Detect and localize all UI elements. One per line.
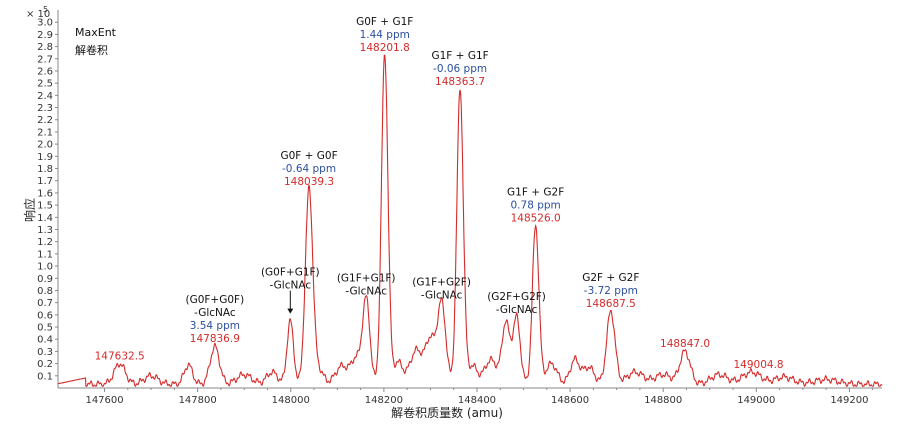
y-tick-label: 0.5 bbox=[37, 323, 53, 334]
peak-mass-label: 148201.8 bbox=[360, 42, 410, 54]
y-tick-label: 1.2 bbox=[37, 237, 53, 248]
y-tick-label: 1.7 bbox=[37, 176, 53, 187]
peak-mass-label: 148363.7 bbox=[435, 76, 485, 88]
peak-label: -GlcNAc bbox=[496, 304, 538, 316]
peak-ppm-label: -3.72 ppm bbox=[584, 285, 638, 297]
peak-label: -GlcNAc bbox=[194, 307, 236, 319]
peak-ppm-label: 1.44 ppm bbox=[360, 29, 410, 41]
y-tick-label: 2.0 bbox=[37, 140, 53, 151]
peak-label: (G2F+G2F) bbox=[487, 291, 546, 303]
annotation-arrowhead bbox=[287, 308, 294, 314]
peak-label: -GlcNAc bbox=[345, 286, 387, 298]
x-axis-label: 解卷积质量数 (amu) bbox=[391, 405, 503, 420]
spectrum-trace bbox=[57, 54, 883, 388]
x-tick-label: 149000 bbox=[737, 395, 775, 406]
x-tick-label: 148600 bbox=[551, 395, 589, 406]
x-tick-label: 147800 bbox=[179, 395, 217, 406]
y-tick-label: 2.3 bbox=[37, 103, 53, 114]
x-tick-label: 148200 bbox=[365, 395, 403, 406]
y-tick-label: 1.8 bbox=[37, 164, 53, 175]
y-tick-label: 1.9 bbox=[37, 152, 53, 163]
peak-ppm-label: -0.06 ppm bbox=[433, 63, 487, 75]
y-tick-label: 3.0 bbox=[37, 18, 53, 29]
peak-label: -GlcNAc bbox=[269, 280, 311, 292]
peak-mass-label: 147836.9 bbox=[190, 333, 240, 345]
y-tick-label: 2.2 bbox=[37, 115, 53, 126]
peak-mass-label: 148847.0 bbox=[660, 338, 710, 350]
y-tick-label: 1.3 bbox=[37, 225, 53, 236]
panel-subtitle: 解卷积 bbox=[75, 43, 108, 57]
y-tick-label: 2.6 bbox=[37, 66, 53, 77]
x-tick-label: 149200 bbox=[830, 395, 868, 406]
y-tick-label: 2.7 bbox=[37, 54, 53, 65]
y-tick-label: 0.7 bbox=[37, 298, 53, 309]
peak-mass-label: 148039.3 bbox=[284, 176, 334, 188]
y-tick-label: 2.8 bbox=[37, 42, 53, 53]
peak-mass-label: 148687.5 bbox=[586, 298, 636, 310]
peak-label: G1F + G1F bbox=[431, 50, 488, 62]
peak-mass-label: 147632.5 bbox=[95, 350, 145, 362]
peak-label: (G0F+G0F) bbox=[185, 294, 244, 306]
peak-mass-label: 148526.0 bbox=[511, 212, 561, 224]
peak-label: G1F + G2F bbox=[507, 186, 564, 198]
peak-label: (G0F+G1F) bbox=[261, 267, 320, 279]
x-tick-label: 148800 bbox=[644, 395, 682, 406]
y-tick-label: 0.3 bbox=[37, 347, 53, 358]
y-axis-exponent-label: × 10 bbox=[26, 9, 50, 20]
peak-label: (G1F+G1F) bbox=[337, 273, 396, 285]
y-tick-label: 1.5 bbox=[37, 201, 53, 212]
y-tick-label: 0.8 bbox=[37, 286, 53, 297]
x-tick-label: 147600 bbox=[85, 395, 123, 406]
peak-label: G2F + G2F bbox=[582, 272, 639, 284]
peak-label: (G1F+G2F) bbox=[412, 276, 471, 288]
panel-title: MaxEnt bbox=[75, 26, 117, 39]
y-tick-label: 0.4 bbox=[37, 335, 53, 346]
y-tick-label: 0.6 bbox=[37, 310, 53, 321]
axes: 0.10.20.30.40.50.60.70.80.91.01.11.21.31… bbox=[37, 10, 882, 406]
y-tick-label: 2.5 bbox=[37, 79, 53, 90]
peak-label: -GlcNAc bbox=[421, 289, 463, 301]
spectrum-line bbox=[57, 54, 883, 388]
peak-ppm-label: 3.54 ppm bbox=[190, 320, 240, 332]
y-tick-label: 2.1 bbox=[37, 127, 53, 138]
y-tick-label: 1.4 bbox=[37, 213, 53, 224]
y-tick-label: 0.1 bbox=[37, 371, 53, 382]
x-tick-label: 148400 bbox=[458, 395, 496, 406]
peak-mass-label: 149004.8 bbox=[733, 359, 783, 371]
peak-label: G0F + G1F bbox=[356, 16, 413, 28]
x-tick-label: 148000 bbox=[272, 395, 310, 406]
y-axis-label: 响应 bbox=[22, 198, 37, 222]
y-tick-label: 2.4 bbox=[37, 91, 53, 102]
peak-label: G0F + G0F bbox=[280, 150, 337, 162]
y-axis-exponent-power: 5 bbox=[43, 5, 48, 14]
y-tick-label: 0.2 bbox=[37, 359, 53, 370]
y-tick-label: 1.0 bbox=[37, 262, 53, 273]
peak-ppm-label: 0.78 ppm bbox=[511, 199, 561, 211]
y-tick-label: 2.9 bbox=[37, 30, 53, 41]
y-tick-label: 1.1 bbox=[37, 249, 53, 260]
peak-ppm-label: -0.64 ppm bbox=[282, 163, 336, 175]
y-tick-label: 0.9 bbox=[37, 274, 53, 285]
peak-annotations: 147836.93.54 ppm-GlcNAc(G0F+G0F)-GlcNAc(… bbox=[95, 16, 784, 371]
y-tick-label: 1.6 bbox=[37, 188, 53, 199]
